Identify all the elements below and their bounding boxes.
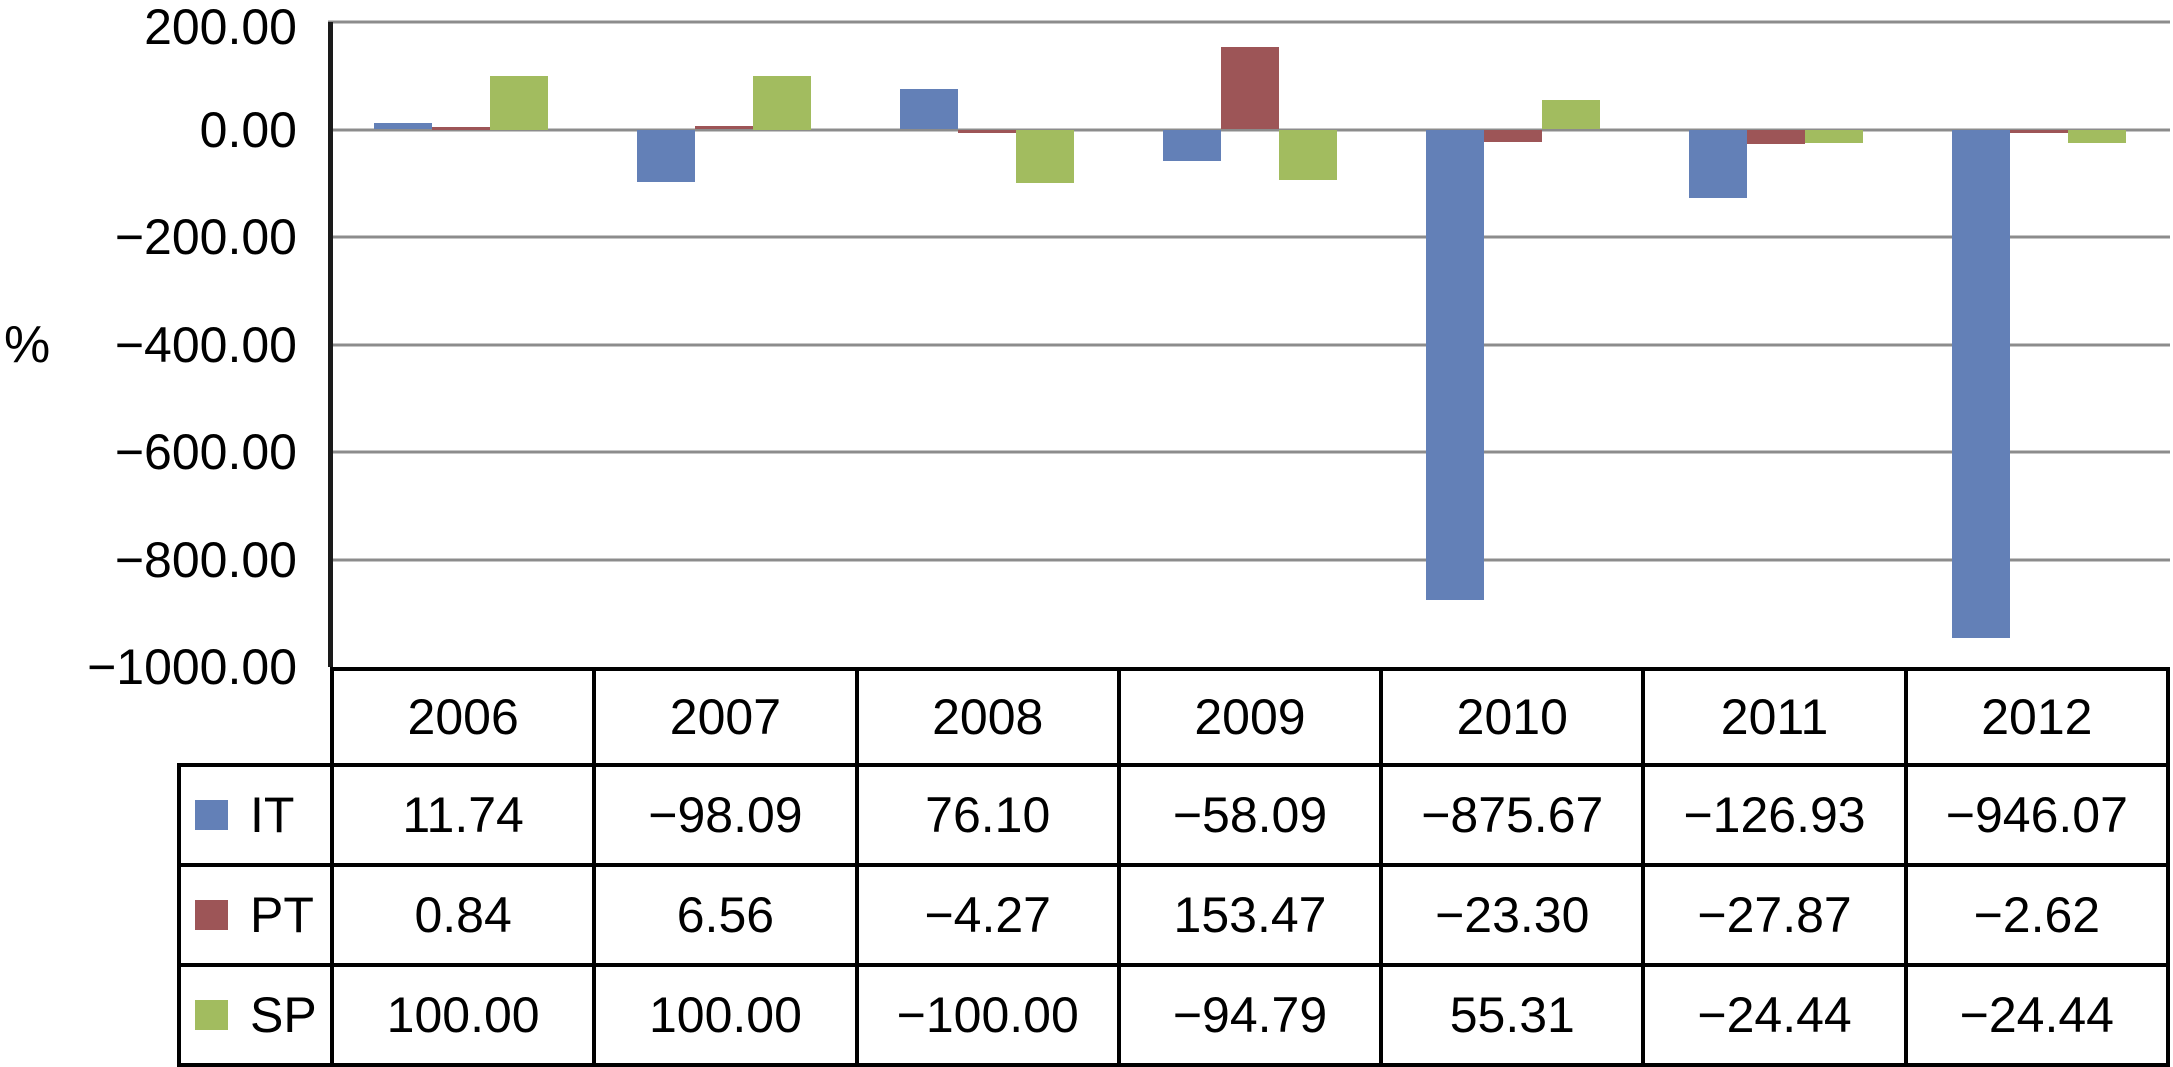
gridline — [328, 20, 2170, 24]
bar-SP-2006 — [490, 75, 549, 130]
value-cell-SP-2011: −24.44 — [1641, 963, 1908, 1067]
value-cell-PT-2012: −2.62 — [1903, 863, 2171, 967]
value-cell-SP-2008: −100.00 — [854, 963, 1121, 1067]
value-cell-SP-2010: 55.31 — [1379, 963, 1646, 1067]
bar-PT-2007 — [695, 125, 754, 130]
gridline — [328, 558, 2170, 561]
value-cell-SP-2006: 100.00 — [329, 963, 597, 1067]
legend-cell-IT: IT — [177, 763, 334, 867]
value-cell-IT-2009: −58.09 — [1116, 763, 1384, 867]
data-table: 2006 2007 2008 2009 2010 2011 2012 IT 11.74 −98.0… — [177, 667, 2171, 1067]
bar-PT-2012 — [2009, 129, 2068, 133]
bar-PT-2011 — [1746, 129, 1805, 145]
value-cell-SP-2009: −94.79 — [1116, 963, 1384, 1067]
year-header: 2009 — [1116, 667, 1384, 767]
value-cell-IT-2008: 76.10 — [854, 763, 1121, 867]
bar-PT-2008 — [958, 129, 1017, 133]
bar-PT-2010 — [1483, 129, 1542, 143]
y-axis-title: % — [4, 315, 51, 374]
bar-IT-2010 — [1425, 129, 1484, 601]
legend-swatch-PT — [195, 900, 228, 930]
value-cell-PT-2009: 153.47 — [1116, 863, 1384, 967]
value-cell-IT-2010: −875.67 — [1379, 763, 1646, 867]
bar-SP-2007 — [753, 75, 812, 130]
value-cell-SP-2012: −24.44 — [1903, 963, 2171, 1067]
bar-PT-2006 — [432, 126, 491, 130]
bar-SP-2011 — [1804, 129, 1863, 143]
bar-SP-2009 — [1279, 129, 1337, 181]
value-cell-IT-2012: −946.07 — [1903, 763, 2171, 867]
bar-IT-2009 — [1163, 129, 1221, 161]
value-cell-PT-2008: −4.27 — [854, 863, 1121, 967]
series-name-label: IT — [250, 787, 295, 843]
y-axis-tick-label: 200.00 — [144, 0, 297, 55]
y-axis-tick-label: −600.00 — [114, 424, 297, 480]
bar-SP-2008 — [1016, 129, 1075, 184]
y-axis-tick-label: −200.00 — [114, 209, 297, 265]
gridline — [328, 235, 2170, 239]
series-name-label: SP — [250, 987, 317, 1043]
y-axis-tick-label: −400.00 — [114, 316, 297, 373]
year-header: 2008 — [854, 667, 1121, 767]
value-cell-IT-2011: −126.93 — [1641, 763, 1908, 867]
y-axis-tick-label: −1000.00 — [87, 639, 297, 695]
value-cell-PT-2010: −23.30 — [1379, 863, 1646, 967]
bar-IT-2011 — [1688, 129, 1747, 198]
bar-IT-2008 — [900, 88, 959, 130]
table-row-PT: PT 0.84 6.56 −4.27 153.47 −23.30 −27.87 −2.62 — [177, 863, 2171, 967]
y-axis-tick-label: 0.00 — [199, 101, 297, 158]
year-header: 2007 — [592, 667, 859, 767]
series-name-label: PT — [250, 887, 314, 943]
value-cell-SP-2007: 100.00 — [592, 963, 859, 1067]
year-header: 2010 — [1379, 667, 1646, 767]
year-header: 2006 — [329, 667, 597, 767]
value-cell-PT-2007: 6.56 — [592, 863, 859, 967]
value-cell-IT-2006: 11.74 — [329, 763, 597, 867]
value-cell-IT-2007: −98.09 — [592, 763, 859, 867]
gridline — [328, 128, 2170, 131]
bar-IT-2006 — [374, 123, 433, 130]
gridline — [328, 450, 2170, 454]
legend-swatch-SP — [195, 1000, 228, 1030]
legend-cell-PT: PT — [177, 863, 334, 967]
bar-IT-2012 — [1951, 129, 2010, 638]
y-axis-tick-label: −800.00 — [114, 531, 297, 588]
value-cell-PT-2011: −27.87 — [1641, 863, 1908, 967]
bar-SP-2012 — [2067, 129, 2126, 143]
bar-SP-2010 — [1541, 99, 1600, 130]
legend-swatch-IT — [195, 800, 228, 830]
table-row-SP: SP 100.00 100.00 −100.00 −94.79 55.31 −24.44 −2… — [177, 963, 2171, 1067]
year-header: 2011 — [1641, 667, 1908, 767]
y-axis-line — [328, 22, 333, 667]
gridline — [328, 343, 2170, 346]
value-cell-PT-2006: 0.84 — [329, 863, 597, 967]
bar-PT-2009 — [1221, 47, 1279, 130]
table-row-IT: IT 11.74 −98.09 76.10 −58.09 −875.67 −126.93 −9… — [177, 763, 2171, 867]
bar-IT-2007 — [637, 129, 696, 183]
legend-cell-SP: SP — [177, 963, 334, 1067]
year-header: 2012 — [1903, 667, 2171, 767]
